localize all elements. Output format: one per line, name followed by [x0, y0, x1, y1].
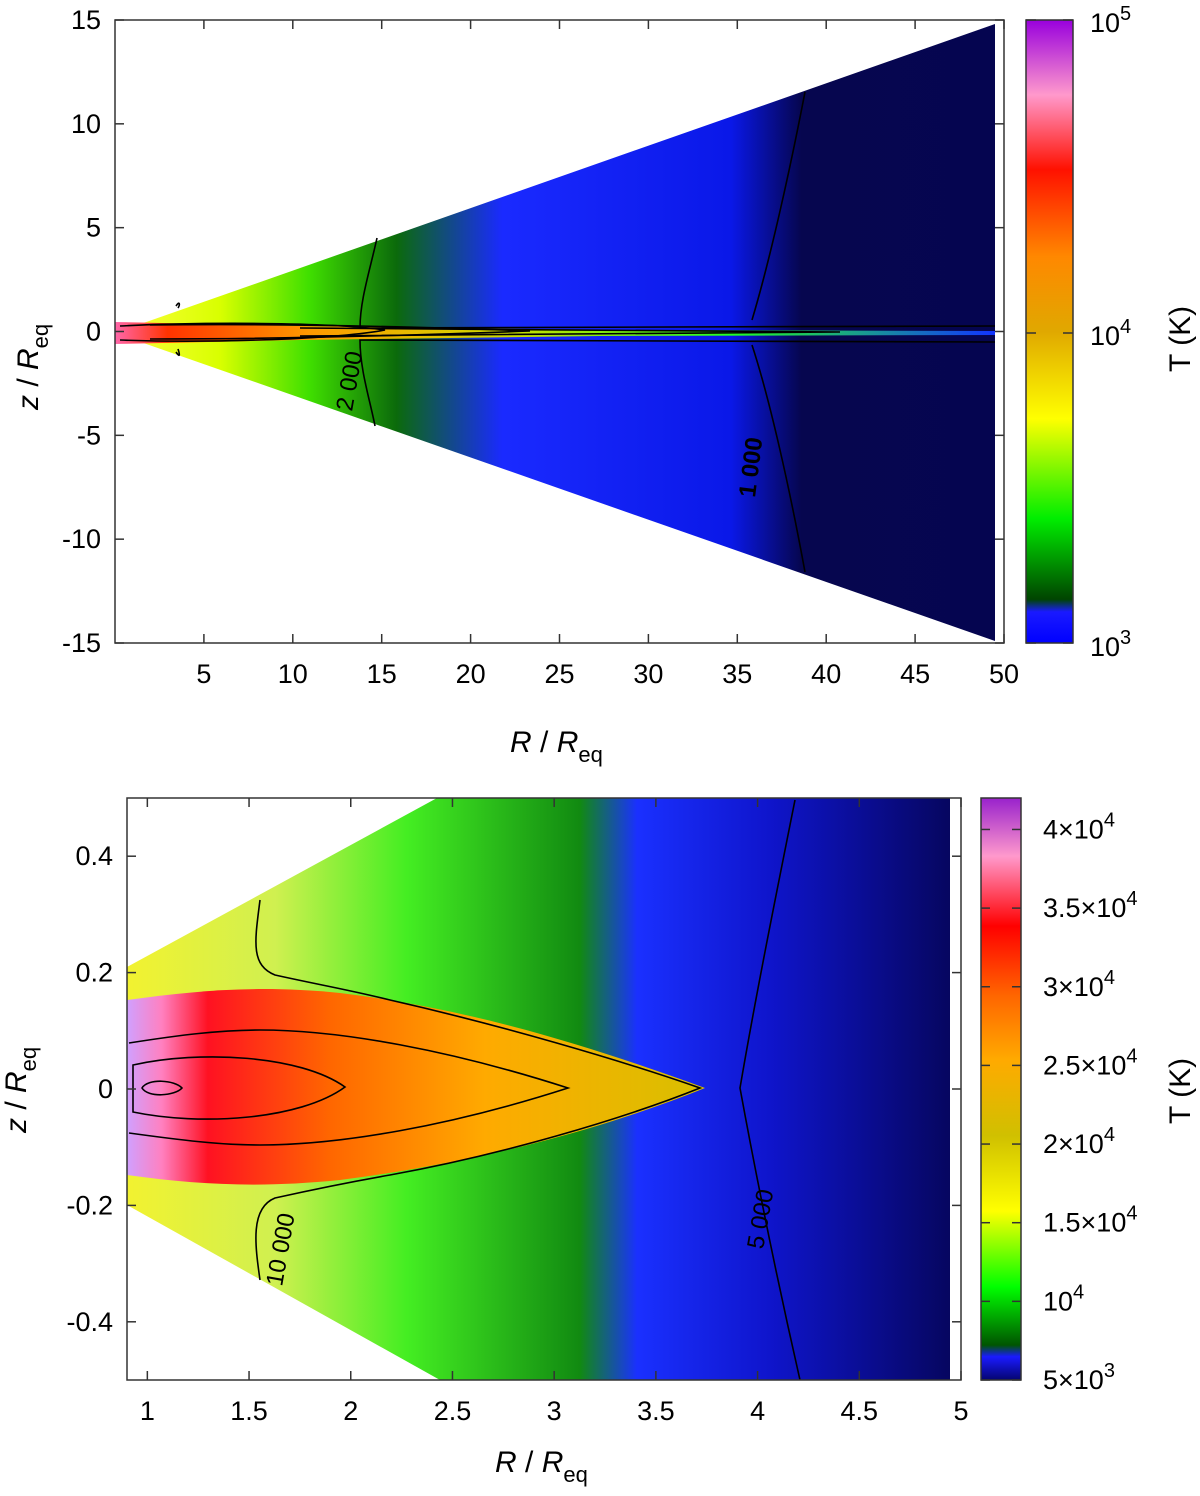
x-tick-label: 25 — [544, 659, 574, 689]
bottom-colorbar — [980, 797, 1022, 1381]
y-tick-label: 0.2 — [75, 958, 113, 988]
x-tick-label: 5 — [953, 1396, 968, 1426]
y-tick-label: -15 — [62, 628, 101, 658]
bottom-panel: 10 000 5 000 1 1.5 2 2.5 3 3.5 4 4.5 50.40.20-0.… — [0, 797, 1197, 1487]
y-tick-label: -0.4 — [66, 1307, 113, 1337]
bottom-hot-region — [127, 989, 705, 1185]
bottom-colorbar-tick-label: 3.5×104 — [1043, 888, 1137, 923]
bottom-colorbar-ticks: 4×104 3.5×104 3×104 2.5×104 2×104 1.5×104 104 5… — [981, 809, 1137, 1395]
bottom-colorbar-tick-label: 1.5×104 — [1043, 1203, 1137, 1238]
x-tick-label: 20 — [456, 659, 486, 689]
bottom-ylabel: z / Req — [0, 1047, 41, 1134]
top-colorbar-tick-0: 105 — [1090, 3, 1131, 38]
y-tick-label: 0 — [86, 317, 101, 347]
y-tick-label: -10 — [62, 524, 101, 554]
y-tick-label: -0.2 — [66, 1190, 113, 1220]
y-tick-label: -5 — [77, 420, 101, 450]
y-tick-label: 0 — [98, 1074, 113, 1104]
top-panel: 2 000 1 000 5 10 15 20 25 30 35 40 45 50151050-5-… — [12, 3, 1197, 767]
x-tick-label: 50 — [989, 659, 1019, 689]
x-tick-label: 2.5 — [434, 1396, 472, 1426]
y-tick-label: 15 — [71, 5, 101, 35]
x-tick-label: 15 — [367, 659, 397, 689]
top-ylabel: z / Req — [12, 324, 53, 411]
x-tick-label: 35 — [722, 659, 752, 689]
bottom-xlabel: R / Req — [495, 1446, 588, 1487]
bottom-colorbar-label: T (K) — [1164, 1058, 1197, 1124]
bottom-colorbar-tick-label: 2×104 — [1043, 1124, 1115, 1159]
bottom-colorbar-tick-label: 5×103 — [1043, 1360, 1115, 1395]
x-tick-label: 3.5 — [637, 1396, 675, 1426]
top-xlabel: R / Req — [510, 726, 603, 767]
y-tick-label: 10 — [71, 109, 101, 139]
x-tick-label: 1 — [140, 1396, 155, 1426]
x-tick-label: 10 — [278, 659, 308, 689]
x-tick-label: 45 — [900, 659, 930, 689]
bottom-colorbar-tick-label: 2.5×104 — [1043, 1045, 1137, 1080]
bottom-colorbar-tick-label: 3×104 — [1043, 967, 1115, 1002]
top-contours — [119, 91, 996, 573]
top-colorbar-tick-2: 103 — [1090, 627, 1131, 662]
top-colorbar-ticks — [1026, 19, 1073, 644]
top-colorbar-tick-1: 104 — [1090, 316, 1131, 351]
x-tick-label: 40 — [811, 659, 841, 689]
x-tick-label: 5 — [196, 659, 211, 689]
y-tick-label: 0.4 — [75, 841, 113, 871]
bottom-colorbar-tick-label: 104 — [1043, 1281, 1084, 1316]
bottom-colorbar-tick-label: 4×104 — [1043, 809, 1115, 844]
x-tick-label: 30 — [633, 659, 663, 689]
x-tick-label: 3 — [547, 1396, 562, 1426]
top-colorbar-label: T (K) — [1164, 306, 1197, 372]
x-tick-label: 1.5 — [230, 1396, 268, 1426]
bottom-axis-ticks: 1 1.5 2 2.5 3 3.5 4 4.5 5 0.4 0.2 0 -0.2 -0.4 — [66, 798, 969, 1426]
x-tick-label: 2 — [343, 1396, 358, 1426]
x-tick-label: 4.5 — [841, 1396, 879, 1426]
bottom-contours — [128, 799, 801, 1381]
x-tick-label: 4 — [750, 1396, 765, 1426]
y-tick-label: 5 — [86, 213, 101, 243]
top-colorbar — [1025, 19, 1074, 644]
